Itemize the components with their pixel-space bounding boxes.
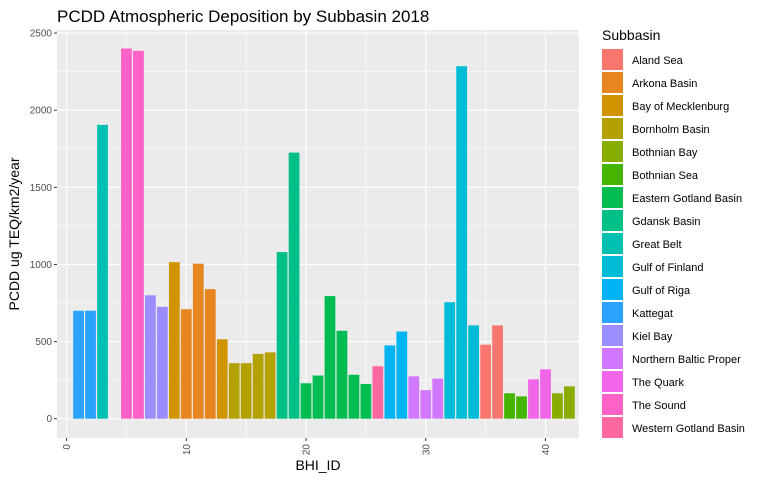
bar [300, 383, 312, 419]
y-axis-title: PCDD ug TEQ/km2/year [6, 157, 22, 310]
legend-swatch [602, 325, 623, 346]
bar [528, 379, 539, 419]
legend-label: Gulf of Riga [632, 285, 691, 297]
bar [432, 378, 444, 419]
bar [552, 393, 563, 419]
legend-label: Great Belt [632, 239, 682, 251]
legend-label: Kiel Bay [632, 331, 673, 343]
x-tick-label: 30 [421, 444, 432, 456]
bar [396, 331, 408, 419]
bar [408, 376, 420, 419]
legend: Aland Sea Arkona Basin Bay of Mecklenburg B… [602, 49, 745, 438]
bar [492, 325, 503, 419]
bar [324, 296, 336, 419]
bar [276, 252, 288, 419]
legend-label: Western Gotland Basin [632, 423, 745, 435]
legend-label: Eastern Gotland Basin [632, 193, 742, 205]
axes-group: 0 500 1000 1500 2000 2500 0 10 20 30 40 [30, 29, 552, 456]
bar [336, 330, 348, 419]
bar [73, 310, 84, 419]
bar [216, 339, 228, 419]
bar [372, 366, 384, 419]
legend-label: Bothnian Bay [632, 147, 698, 159]
bar [133, 50, 144, 419]
plot-panel [57, 30, 579, 438]
bar [444, 302, 456, 419]
bar [97, 124, 108, 419]
legend-label: Gdansk Basin [632, 216, 700, 228]
legend-label: Northern Baltic Proper [632, 354, 741, 366]
legend-swatch [602, 210, 623, 231]
bar [468, 325, 480, 419]
legend-swatch [602, 417, 623, 438]
bar [384, 345, 396, 419]
bars-group [73, 48, 575, 419]
bar [540, 369, 551, 419]
bar [252, 353, 264, 419]
legend-swatch [602, 164, 623, 185]
legend-label: Bay of Mecklenburg [632, 101, 729, 113]
legend-swatch [602, 256, 623, 277]
legend-swatch [602, 141, 623, 162]
x-axis-title: BHI_ID [295, 457, 340, 473]
y-tick-label: 2000 [30, 106, 53, 117]
bar [420, 390, 432, 419]
legend-label: The Quark [632, 377, 684, 389]
bar [85, 310, 96, 419]
y-tick-label: 500 [35, 337, 52, 348]
bar [312, 375, 324, 419]
bar [168, 262, 180, 419]
legend-swatch [602, 371, 623, 392]
bar [156, 306, 168, 419]
legend-swatch [602, 72, 623, 93]
legend-label: Arkona Basin [632, 78, 697, 90]
bar [288, 152, 300, 419]
bar [240, 363, 252, 419]
legend-swatch [602, 394, 623, 415]
legend-label: Gulf of Finland [632, 262, 704, 274]
bar [144, 295, 156, 419]
y-tick-label: 2500 [30, 29, 53, 40]
bar [504, 393, 515, 419]
x-tick-label: 40 [541, 444, 552, 456]
legend-swatch [602, 348, 623, 369]
bar [516, 396, 527, 419]
chart-title: PCDD Atmospheric Deposition by Subbasin … [57, 7, 429, 26]
legend-swatch [602, 95, 623, 116]
bar [192, 263, 204, 419]
x-tick-label: 10 [182, 444, 193, 456]
legend-label: Bornholm Basin [632, 124, 710, 136]
legend-swatch [602, 279, 623, 300]
legend-swatch [602, 233, 623, 254]
legend-label: Bothnian Sea [632, 170, 699, 182]
legend-title: Subbasin [602, 27, 660, 43]
legend-label: The Sound [632, 400, 686, 412]
bar [180, 309, 192, 419]
bar [204, 289, 216, 419]
legend-swatch [602, 187, 623, 208]
bar [264, 352, 276, 419]
bar [348, 374, 360, 419]
y-tick-label: 1500 [30, 183, 53, 194]
bar [228, 363, 240, 419]
bar [480, 344, 492, 419]
x-tick-label: 20 [302, 444, 313, 456]
bar [564, 386, 575, 419]
bar [121, 48, 132, 419]
legend-label: Aland Sea [632, 55, 684, 67]
x-tick-label: 0 [62, 444, 73, 450]
bar [456, 66, 468, 419]
legend-swatch [602, 49, 623, 70]
bar [360, 384, 372, 419]
y-tick-label: 1000 [30, 260, 53, 271]
y-tick-label: 0 [46, 414, 52, 425]
legend-swatch [602, 118, 623, 139]
legend-swatch [602, 302, 623, 323]
legend-label: Kattegat [632, 308, 673, 320]
